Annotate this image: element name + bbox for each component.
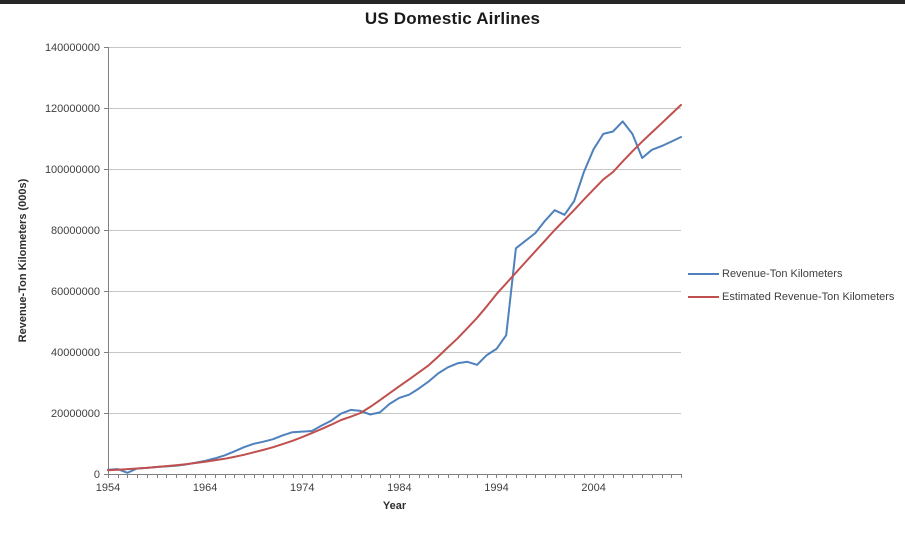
x-tick-label: 1954 <box>96 482 120 494</box>
legend-item-estimated: Estimated Revenue-Ton Kilometers <box>688 289 894 305</box>
legend-item-revenue: Revenue-Ton Kilometers <box>688 266 894 282</box>
y-tick-label: 40000000 <box>51 347 100 359</box>
chart-title: US Domestic Airlines <box>364 9 541 28</box>
legend-line-swatch-red <box>688 296 719 298</box>
legend: Revenue-Ton Kilometers Estimated Revenue… <box>688 266 894 312</box>
y-axis-title: Revenue-Ton Kilometers (000s) <box>17 178 29 343</box>
series-line-estimated-revenue-ton-kilometers <box>107 103 682 472</box>
x-tick-label: 1964 <box>193 482 217 494</box>
legend-label: Estimated Revenue-Ton Kilometers <box>722 291 895 303</box>
y-tick-label: 120000000 <box>45 103 100 115</box>
x-tick-label: 1984 <box>387 482 411 494</box>
legend-label: Revenue-Ton Kilometers <box>722 268 843 280</box>
x-tick-label: 2004 <box>581 482 605 494</box>
y-tick-label: 100000000 <box>45 164 100 176</box>
x-tick-label: 1994 <box>484 482 508 494</box>
top-border-bar <box>0 0 905 4</box>
legend-line-swatch-blue <box>688 273 719 275</box>
y-tick-label: 20000000 <box>51 408 100 420</box>
y-tick-label: 60000000 <box>51 286 100 298</box>
y-tick-label: 80000000 <box>51 225 100 237</box>
y-tick-label: 0 <box>94 469 100 481</box>
x-tick-label: 1974 <box>290 482 314 494</box>
y-tick-label: 140000000 <box>45 42 100 54</box>
series-line-revenue-ton-kilometers <box>107 120 682 474</box>
x-axis-title: Year <box>382 500 407 512</box>
